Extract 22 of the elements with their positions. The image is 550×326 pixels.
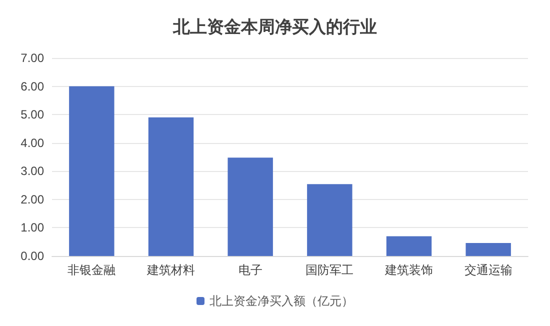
bar [386, 236, 432, 256]
bar [228, 158, 273, 256]
x-tick-label: 交通运输 [464, 263, 512, 277]
bar [307, 184, 352, 256]
bar [148, 117, 194, 256]
bar [466, 242, 511, 256]
y-tick-label: 0.00 [20, 249, 44, 263]
y-tick-label: 1.00 [20, 220, 44, 235]
y-tick-label: 2.00 [20, 192, 44, 206]
bar [69, 86, 114, 256]
x-tick-label: 国防军工 [306, 263, 354, 277]
y-tick-label: 6.00 [20, 79, 44, 94]
y-tick-label: 5.00 [20, 108, 44, 122]
x-tick-label: 电子 [238, 263, 262, 277]
x-tick-label: 建筑装饰 [384, 263, 433, 277]
x-tick-label: 非银金融 [68, 263, 116, 277]
chart-title: 北上资金本周净买入的行业 [172, 18, 377, 38]
y-tick-label: 3.00 [20, 164, 44, 178]
legend-label: 北上资金净买入额（亿元） [210, 294, 354, 308]
y-tick-label: 7.00 [20, 51, 44, 65]
x-tick-label: 建筑材料 [146, 263, 195, 277]
y-tick-label: 4.00 [20, 136, 44, 150]
